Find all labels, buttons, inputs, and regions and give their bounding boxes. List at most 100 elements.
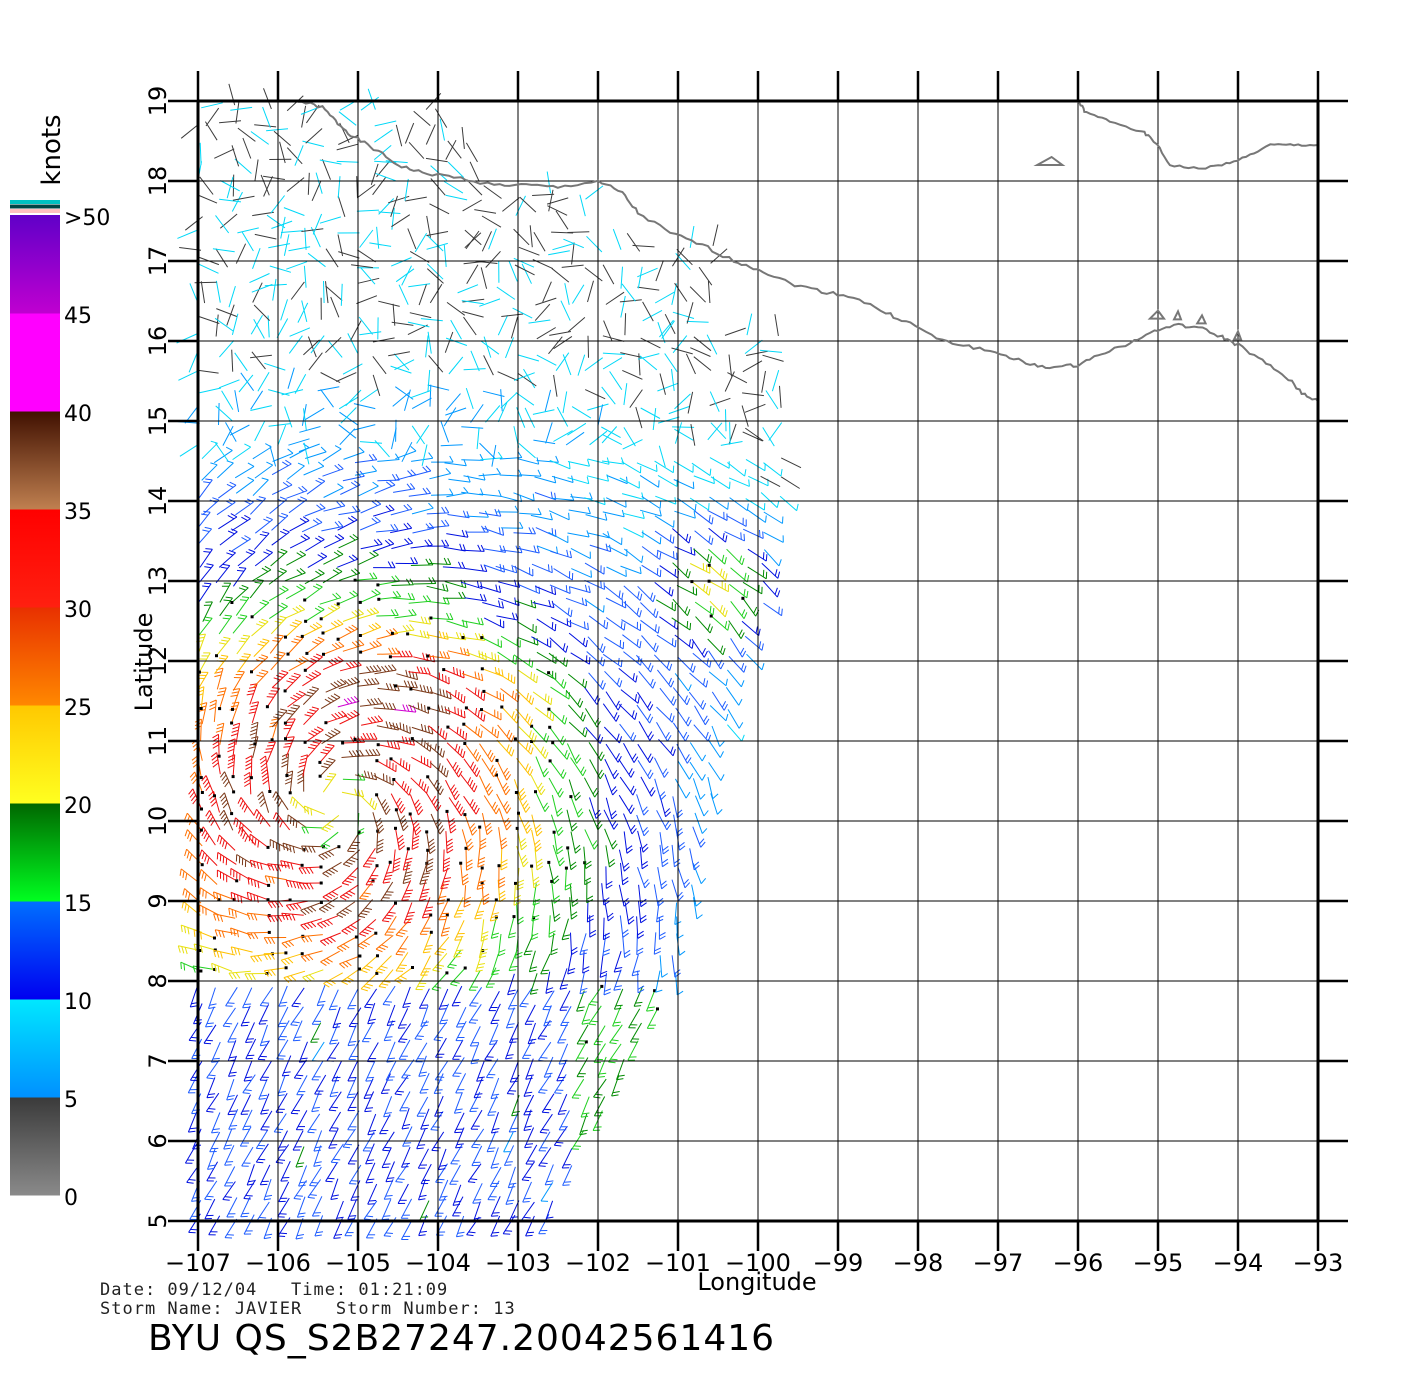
wind-barb [307,336,317,358]
wind-barb-flag [343,714,351,720]
wind-barb-flag [551,565,553,573]
wind-barb [623,813,633,835]
wind-barb-flag [370,716,377,723]
rain-flag-marker [547,671,551,675]
wind-barb [622,369,643,380]
wind-barb-flag [279,820,284,828]
wind-barb-flag [473,749,478,756]
wind-barb-flag [538,1165,546,1167]
wind-barb [698,266,713,286]
wind-barb-flag [654,950,661,955]
wind-barb-flag [423,667,428,674]
wind-barb-flag [399,964,407,966]
wind-barb-flag [606,457,610,465]
wind-barb-flag [185,873,188,881]
rain-flag-marker [394,808,398,812]
wind-barb-flag [222,563,230,567]
wind-barb-flag [671,715,675,723]
wind-barb [567,477,589,485]
wind-barb-flag [524,1146,532,1149]
wind-barb-flag [529,768,534,776]
wind-barb-flag [451,787,457,794]
wind-barb-flag [477,689,480,697]
wind-barb-flag [777,571,781,579]
wind-barb-flag [544,693,547,701]
wind-barb [252,248,261,269]
wind-barb-flag [278,800,283,807]
wind-barb-flag [260,801,266,808]
wind-barb [411,397,432,410]
wind-barb [180,124,199,139]
wind-barb-flag [532,493,535,501]
wind-barb-flag [631,828,637,835]
wind-barb-flag [459,669,462,677]
wind-barb [358,554,379,565]
wind-barb-flag [230,1125,238,1127]
wind-barb [694,510,713,525]
wind-barb-flag [381,799,387,806]
wind-barb [253,304,270,321]
wind-barb [303,339,320,356]
wind-barb-flag [348,750,354,757]
wind-barb-flag [281,670,289,674]
wind-barb-flag [312,623,320,629]
wind-barb-flag [287,957,294,964]
wind-barb-flag [540,1057,548,1059]
wind-barb-flag [483,564,488,572]
wind-barb-flag [284,742,292,745]
wind-barb [622,439,643,450]
wind-barb [518,813,528,834]
wind-barb [465,230,480,250]
wind-barb-flag [459,728,462,736]
wind-barb-flag [308,732,315,737]
wind-barb [618,703,636,720]
wind-barb-flag [245,1195,253,1197]
wind-barb-flag [609,862,616,868]
wind-barb [252,282,263,303]
wind-barb [746,350,768,356]
wind-barb-flag [380,965,388,969]
wind-barb-flag [553,895,560,901]
wind-barb-flag [358,639,365,646]
wind-barb [339,411,358,426]
wind-barb-flag [381,665,387,673]
wind-barb [376,159,391,178]
wind-barb-flag [565,585,568,593]
wind-barb-flag [407,911,415,914]
wind-barb [689,761,703,781]
wind-barb-flag [305,867,311,874]
wind-barb-flag [428,502,434,509]
wind-barb-flag [441,934,449,937]
wind-barb [601,386,616,405]
wind-barb-flag [300,496,307,501]
wind-barb [196,194,218,204]
rain-flag-marker [425,830,429,834]
wind-barb-flag [265,549,273,553]
wind-barb-flag [460,748,463,756]
wind-barb [325,248,339,268]
wind-barb [377,653,400,655]
wind-barb [307,555,328,569]
wind-barb-flag [666,823,672,831]
wind-barb [584,599,604,613]
wind-barb [623,427,636,447]
wind-barb-flag [657,897,664,903]
wind-barb-flag [391,561,396,568]
rain-flag-marker [547,860,551,864]
wind-barb [359,229,374,248]
wind-barb [286,147,303,165]
wind-barb [584,829,595,850]
wind-barb-flag [722,607,726,615]
wind-barb [657,382,679,392]
wind-barb-flag [331,891,339,896]
wind-barb-flag [368,454,374,461]
wind-barb-flag [211,755,218,761]
wind-barb-flag [554,916,561,922]
wind-barb-flag [605,543,608,551]
wind-barb-flag [300,956,307,962]
wind-barb [571,284,585,304]
wind-barb-flag [202,585,210,588]
wind-barb-flag [206,857,210,865]
wind-barb [707,739,721,758]
wind-barb-flag [364,907,373,910]
